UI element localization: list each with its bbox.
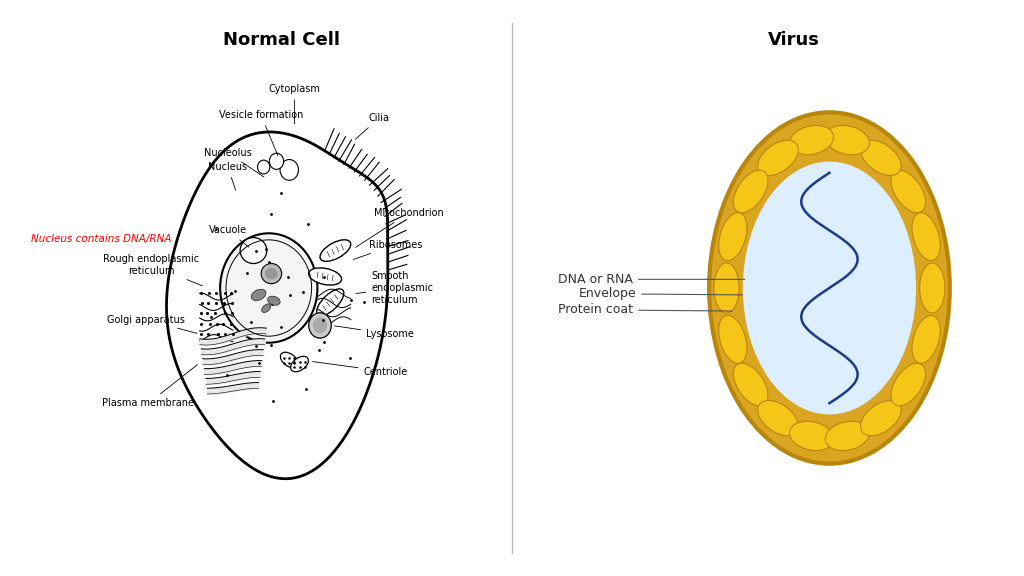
Polygon shape: [167, 132, 388, 479]
Ellipse shape: [790, 126, 834, 155]
Text: Smooth
endoplasmic
reticulum: Smooth endoplasmic reticulum: [356, 271, 433, 305]
Ellipse shape: [262, 304, 270, 313]
Circle shape: [280, 160, 299, 180]
Text: Lysosome: Lysosome: [335, 326, 414, 339]
Ellipse shape: [758, 141, 799, 176]
Ellipse shape: [319, 240, 351, 262]
Ellipse shape: [714, 263, 739, 313]
Text: Rough endoplasmic
reticulum: Rough endoplasmic reticulum: [103, 254, 202, 286]
Ellipse shape: [261, 264, 282, 283]
Ellipse shape: [281, 353, 298, 367]
Text: Nucleolus: Nucleolus: [204, 147, 264, 177]
Ellipse shape: [710, 112, 950, 464]
Ellipse shape: [860, 400, 901, 435]
Text: Virus: Virus: [768, 31, 819, 50]
Ellipse shape: [267, 296, 281, 305]
Ellipse shape: [912, 213, 940, 261]
Ellipse shape: [742, 161, 916, 415]
Ellipse shape: [891, 170, 926, 213]
Text: Vacuole: Vacuole: [209, 225, 249, 247]
Ellipse shape: [920, 263, 945, 313]
Text: Centriole: Centriole: [312, 362, 408, 377]
Ellipse shape: [825, 421, 869, 450]
Ellipse shape: [733, 363, 768, 406]
Ellipse shape: [316, 289, 344, 316]
Ellipse shape: [719, 213, 746, 261]
Ellipse shape: [220, 233, 317, 343]
Ellipse shape: [891, 363, 926, 406]
Ellipse shape: [790, 421, 834, 450]
Text: Protein coat: Protein coat: [558, 304, 732, 316]
Ellipse shape: [825, 126, 869, 155]
Text: Envelope: Envelope: [579, 287, 742, 300]
Ellipse shape: [291, 357, 308, 372]
Text: Golgi apparatus: Golgi apparatus: [106, 314, 197, 334]
Ellipse shape: [758, 400, 799, 435]
Text: Plasma membrane: Plasma membrane: [102, 365, 198, 408]
Ellipse shape: [265, 268, 278, 279]
Text: Ribosomes: Ribosomes: [353, 240, 422, 259]
Circle shape: [258, 160, 270, 174]
Text: Nucleus contains DNA/RNA: Nucleus contains DNA/RNA: [31, 234, 171, 244]
Ellipse shape: [860, 141, 901, 176]
Text: DNA or RNA: DNA or RNA: [558, 273, 744, 286]
Text: Nucleus: Nucleus: [208, 162, 248, 190]
Text: Vesicle formation: Vesicle formation: [219, 110, 303, 156]
Text: Mitochondrion: Mitochondrion: [355, 208, 443, 247]
Ellipse shape: [733, 170, 768, 213]
Ellipse shape: [719, 315, 746, 363]
Text: Cilia: Cilia: [355, 113, 390, 139]
Ellipse shape: [251, 289, 266, 301]
Text: Cytoplasm: Cytoplasm: [268, 84, 321, 124]
Circle shape: [309, 313, 332, 338]
Circle shape: [313, 317, 328, 334]
Ellipse shape: [240, 238, 266, 264]
Ellipse shape: [308, 268, 342, 285]
Ellipse shape: [912, 315, 940, 363]
Circle shape: [269, 153, 284, 169]
Text: Normal Cell: Normal Cell: [223, 31, 340, 50]
